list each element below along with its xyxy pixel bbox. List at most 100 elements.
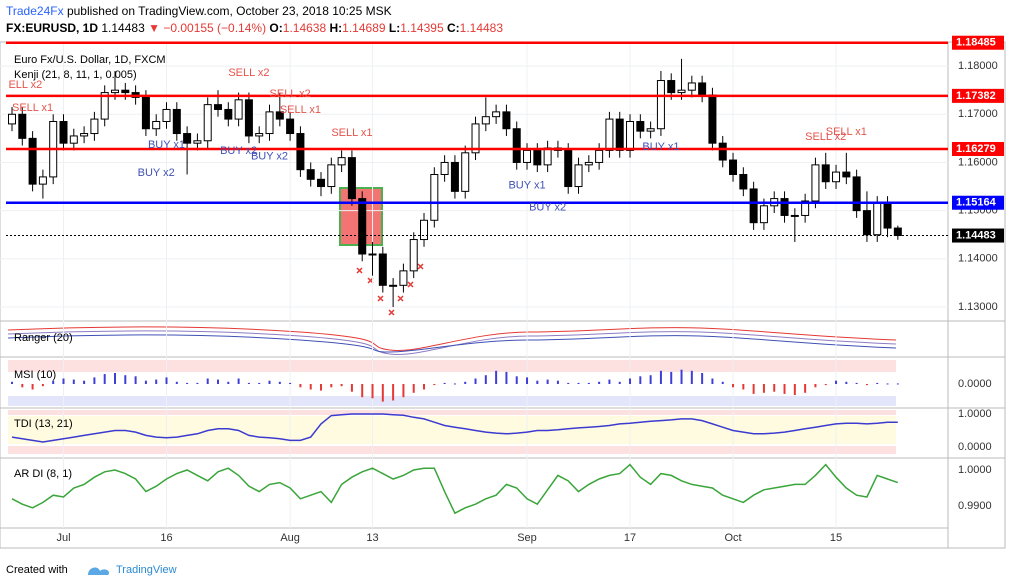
msi-bar xyxy=(577,382,580,384)
msi-bar xyxy=(392,384,395,401)
candle-body xyxy=(8,113,16,125)
msi-bar xyxy=(732,384,735,388)
panel-title: Ranger (20) xyxy=(14,332,73,344)
candle-body xyxy=(255,133,264,137)
candle-body xyxy=(677,89,686,94)
msi-bar xyxy=(556,380,559,384)
candle-body xyxy=(327,164,336,188)
msi-bar xyxy=(227,381,230,384)
y-tick-label: 1.17000 xyxy=(958,108,998,120)
y-tick-label: 0.9900 xyxy=(958,500,992,512)
msi-bar xyxy=(629,378,632,384)
candle-body xyxy=(543,147,552,166)
candle-body xyxy=(718,142,727,161)
msi-bar xyxy=(546,379,549,384)
candle-body xyxy=(224,108,233,120)
candle-body xyxy=(646,128,655,132)
chart-subtitle: Kenji (21, 8, 11, 1, 0.005) xyxy=(14,69,137,81)
msi-bar xyxy=(320,384,323,391)
candle-body xyxy=(420,219,429,241)
candle-body xyxy=(337,157,346,166)
candle-body xyxy=(852,176,861,212)
msi-bar xyxy=(278,381,281,384)
msi-bar xyxy=(309,384,312,390)
signal-label: ELL x2 xyxy=(8,79,42,91)
msi-bar xyxy=(206,378,209,384)
msi-bar xyxy=(824,384,827,386)
level-label: 1.15164 xyxy=(956,197,997,209)
msi-bar xyxy=(680,369,683,384)
msi-bar xyxy=(433,384,436,386)
indicator-line xyxy=(11,463,899,515)
msi-bar xyxy=(196,382,199,384)
msi-bar xyxy=(361,384,364,398)
signal-label: SELL x1 xyxy=(826,126,867,138)
candle-body xyxy=(759,205,768,224)
level-tag xyxy=(952,142,1004,157)
msi-bar xyxy=(474,378,477,384)
candle-body xyxy=(203,104,212,142)
msi-bar xyxy=(175,381,178,384)
msi-bar xyxy=(21,384,24,388)
candle-body xyxy=(306,169,315,180)
candle-body xyxy=(605,118,614,151)
msi-bar xyxy=(721,381,724,384)
tdi-lower-band xyxy=(8,446,896,454)
msi-bar xyxy=(268,380,271,384)
x-tick-label: 16 xyxy=(160,532,172,544)
msi-bar xyxy=(793,384,796,395)
x-tick-label: Jul xyxy=(56,532,70,544)
signal-label: SELL x1 xyxy=(280,104,321,116)
signal-label: BUY x2 xyxy=(251,151,288,163)
msi-bar xyxy=(639,376,642,384)
panel-title: MSI (10) xyxy=(14,369,56,381)
signal-label: BUY x1 xyxy=(642,141,679,153)
candle-body xyxy=(564,149,573,188)
level-label: 1.14483 xyxy=(956,229,996,241)
msi-bar xyxy=(93,377,96,384)
candle-body xyxy=(358,198,367,255)
candle-body xyxy=(111,89,120,94)
msi-bar xyxy=(649,375,652,384)
candle-body xyxy=(615,118,624,151)
brand[interactable]: TradingView xyxy=(116,564,177,576)
msi-bar xyxy=(134,376,137,384)
msi-bar xyxy=(567,382,570,384)
low: 1.14395 xyxy=(400,21,444,35)
candle-body xyxy=(471,123,480,154)
o-label: O: xyxy=(269,21,283,35)
candle-body xyxy=(244,99,253,137)
candle-body xyxy=(69,135,78,144)
candle-body xyxy=(512,128,521,163)
ranger-bands xyxy=(7,326,897,355)
last: 1.14483 xyxy=(101,21,145,35)
candle-body xyxy=(347,157,356,200)
candle-body xyxy=(430,173,439,221)
candle-body xyxy=(842,171,851,178)
msi-bar xyxy=(484,375,487,384)
msi-bar xyxy=(845,381,848,384)
msi-bar xyxy=(804,384,807,393)
msi-bar xyxy=(11,381,13,384)
msi-lower-band xyxy=(8,396,896,406)
msi-bar xyxy=(587,382,590,384)
chart-title: Euro Fx/U.S. Dollar, 1D, FXCM xyxy=(14,54,166,66)
author[interactable]: Trade24Fx xyxy=(6,4,64,18)
msi-bar xyxy=(670,371,673,384)
y-tick-label: 1.0000 xyxy=(958,408,992,420)
signal-label: BUY x2 xyxy=(138,167,175,179)
msi-bar xyxy=(258,382,261,384)
tv-logo xyxy=(88,567,110,575)
level-label: 1.16279 xyxy=(956,143,996,155)
y-tick-label: 1.0000 xyxy=(958,464,992,476)
msi-bar xyxy=(350,384,353,392)
created-with: Created with xyxy=(6,564,68,576)
candle-body xyxy=(162,108,171,122)
msi-bar xyxy=(896,383,899,385)
change: −0.00155 (−0.14%) xyxy=(163,21,267,35)
msi-bar xyxy=(618,381,621,384)
candle-body xyxy=(595,149,604,163)
candle-body xyxy=(481,116,490,125)
arrow: ▼ xyxy=(148,21,160,35)
